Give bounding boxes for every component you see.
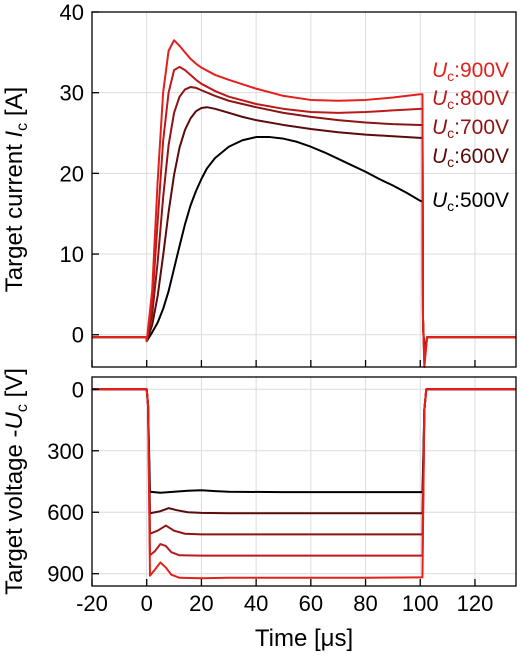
xtick-label-7: 120 (457, 591, 494, 616)
series-label-3: Uc:800V (432, 87, 509, 112)
voltage-y-axis-title: Target voltage -Uc [V] (1, 368, 31, 595)
xtick-label-3: 40 (244, 591, 268, 616)
current-panel: 0 10 20 30 40 Target current Ic [A] Uc:500V Uc:… (1, 0, 517, 368)
current-ytick-label-1: 10 (60, 242, 84, 267)
voltage-panel: 0 300 600 900 -20 0 20 40 60 80 100 120 Target volta… (1, 368, 517, 616)
xtick-label-2: 20 (189, 591, 213, 616)
current-series-4 (92, 39, 516, 368)
current-axes-frame (91, 11, 517, 368)
voltage-ytick-label-3: 900 (47, 562, 84, 587)
voltage-series-0 (92, 388, 516, 494)
voltage-ytick-label-0: 0 (72, 377, 84, 402)
current-ytick-label-2: 20 (60, 161, 84, 186)
series-label-2: Uc:700V (432, 116, 509, 141)
current-y-axis-title: Target current Ic [A] (1, 87, 31, 292)
voltage-axes-frame (91, 376, 517, 587)
current-series-1 (92, 106, 516, 356)
current-ytick-label-3: 30 (60, 81, 84, 106)
current-ytick-label-0: 0 (72, 323, 84, 348)
xtick-label-1: 0 (141, 591, 153, 616)
x-axis-title: Time [μs] (255, 625, 353, 652)
series-label-1: Uc:600V (432, 145, 509, 170)
voltage-ytick-label-2: 600 (47, 500, 84, 525)
series-label-0: Uc:500V (432, 189, 509, 214)
voltage-ytick-label-1: 300 (47, 439, 84, 464)
series-label-4: Uc:900V (432, 59, 509, 84)
current-ytick-label-4: 40 (60, 0, 84, 25)
voltage-series-1 (92, 388, 516, 515)
current-series-0 (92, 136, 516, 352)
xtick-label-4: 60 (299, 591, 323, 616)
xtick-label-5: 80 (353, 591, 377, 616)
xtick-label-6: 100 (402, 591, 439, 616)
voltage-series-4 (92, 388, 516, 580)
xtick-label-0: -20 (76, 591, 108, 616)
